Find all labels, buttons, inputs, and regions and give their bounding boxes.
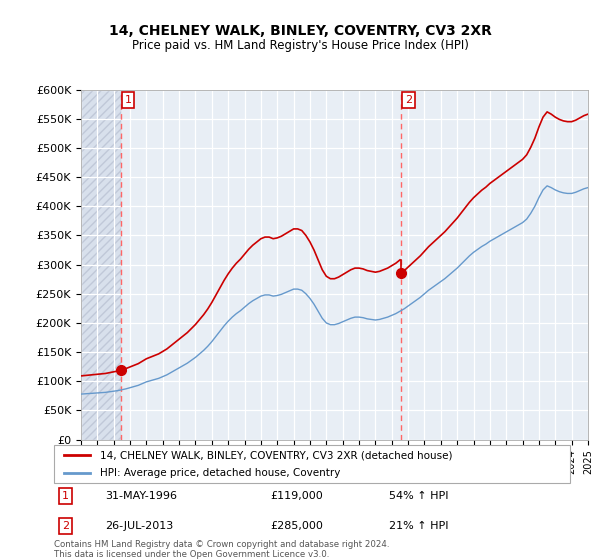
Text: 21% ↑ HPI: 21% ↑ HPI: [389, 521, 449, 531]
Text: HPI: Average price, detached house, Coventry: HPI: Average price, detached house, Cove…: [100, 468, 341, 478]
Text: 14, CHELNEY WALK, BINLEY, COVENTRY, CV3 2XR (detached house): 14, CHELNEY WALK, BINLEY, COVENTRY, CV3 …: [100, 450, 453, 460]
Text: 1: 1: [125, 95, 131, 105]
Text: 31-MAY-1996: 31-MAY-1996: [106, 491, 178, 501]
Text: 1: 1: [62, 491, 69, 501]
FancyBboxPatch shape: [54, 445, 570, 483]
Text: Price paid vs. HM Land Registry's House Price Index (HPI): Price paid vs. HM Land Registry's House …: [131, 39, 469, 52]
Text: 54% ↑ HPI: 54% ↑ HPI: [389, 491, 449, 501]
Bar: [81, 90, 121, 440]
Text: £119,000: £119,000: [271, 491, 323, 501]
Text: Contains HM Land Registry data © Crown copyright and database right 2024.
This d: Contains HM Land Registry data © Crown c…: [54, 540, 389, 559]
Text: 14, CHELNEY WALK, BINLEY, COVENTRY, CV3 2XR: 14, CHELNEY WALK, BINLEY, COVENTRY, CV3 …: [109, 24, 491, 38]
Text: 26-JUL-2013: 26-JUL-2013: [106, 521, 174, 531]
Text: 2: 2: [62, 521, 69, 531]
Text: £285,000: £285,000: [271, 521, 323, 531]
Text: 2: 2: [404, 95, 412, 105]
